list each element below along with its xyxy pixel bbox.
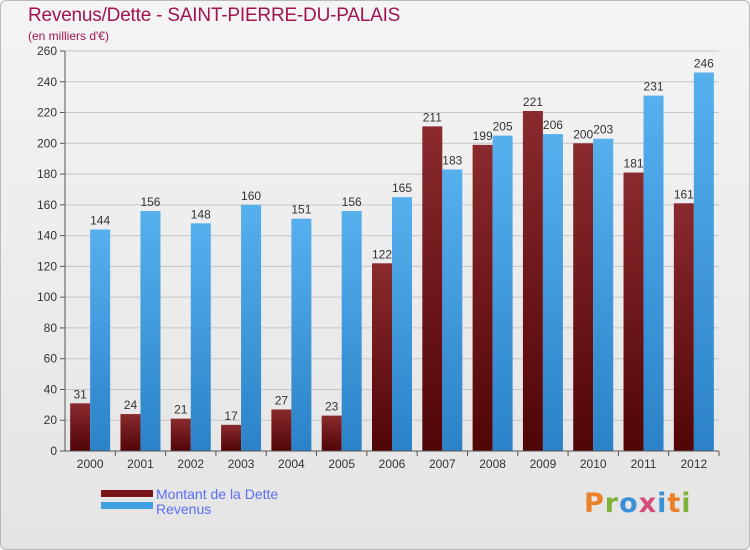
x-tick-label: 2012 [680,457,707,471]
data-label-dette: 31 [73,387,87,401]
logo-letter: i [657,488,668,519]
data-label-dette: 181 [624,157,644,171]
legend-label-dette: Montant de la Dette [156,486,279,502]
x-tick-label: 2010 [580,457,607,471]
legend-swatch-dette [101,490,153,497]
logo-letter: o [619,488,639,519]
data-label-revenus: 205 [493,120,513,134]
data-label-dette: 122 [372,247,392,261]
logo-letter: x [638,488,658,519]
data-label-revenus: 203 [593,123,613,137]
bar-dette [271,409,292,451]
x-tick-label: 2006 [379,457,406,471]
bar-revenus [693,72,714,452]
y-tick-label: 60 [44,352,58,366]
bar-dette [70,403,91,451]
bar-dette [623,172,644,452]
y-tick-label: 120 [37,259,57,273]
logo-letter: i [681,488,692,519]
data-label-revenus: 148 [191,207,211,221]
y-tick-label: 80 [44,321,58,335]
bar-revenus [190,223,211,451]
x-tick-label: 2001 [127,457,154,471]
bar-revenus [492,135,513,451]
x-tick-label: 2008 [479,457,506,471]
data-label-dette: 24 [124,398,138,412]
x-tick-label: 2004 [278,457,305,471]
data-label-revenus: 156 [342,195,362,209]
y-tick-label: 40 [44,382,58,396]
bar-dette [472,144,493,451]
x-tick-label: 2011 [631,457,657,471]
bar-dette [422,126,443,451]
x-tick-label: 2005 [328,457,355,471]
bar-revenus [643,95,664,451]
logo-letter: t [667,488,682,519]
bar-revenus [392,197,412,451]
bar-dette [522,111,543,451]
data-label-revenus: 206 [543,118,563,132]
y-tick-label: 0 [50,444,57,458]
bar-dette [120,414,141,451]
bar-dette [372,263,392,451]
x-tick-label: 2000 [77,457,104,471]
bars [70,72,714,452]
legend-label-revenus: Revenus [156,501,212,517]
y-tick-label: 200 [37,136,57,150]
x-tick-label: 2003 [228,457,255,471]
chart-title: Revenus/Dette - SAINT-PIERRE-DU-PALAIS [28,5,401,26]
data-label-revenus: 246 [694,57,714,71]
logo-letter: r [604,488,620,519]
legend-swatch-revenus [101,502,153,509]
y-tick-label: 140 [37,229,57,243]
y-tick-label: 260 [37,44,57,58]
data-label-revenus: 165 [392,181,412,195]
data-label-dette: 27 [275,393,289,407]
bar-revenus [90,229,111,451]
data-label-revenus: 160 [241,189,261,203]
y-tick-label: 180 [37,167,57,181]
data-label-revenus: 151 [291,203,311,217]
bar-dette [673,203,694,451]
data-label-revenus: 156 [140,195,160,209]
y-tick-label: 100 [37,290,57,304]
y-tick-label: 220 [37,106,57,120]
data-label-dette: 23 [325,400,339,414]
data-label-dette: 17 [224,409,238,423]
bar-dette [573,143,594,452]
x-tick-label: 2002 [177,457,204,471]
data-label-dette: 21 [174,403,188,417]
y-tick-label: 240 [37,75,57,89]
data-label-dette: 161 [674,187,694,201]
bar-revenus [291,218,312,451]
bar-revenus [341,211,362,451]
x-tick-label: 2009 [530,457,557,471]
x-tick-label: 2007 [429,457,456,471]
bar-revenus [140,211,161,451]
y-tick-label: 20 [44,413,58,427]
data-label-revenus: 231 [644,80,664,94]
data-label-dette: 211 [423,110,442,124]
bar-revenus [241,204,262,451]
bar-revenus [542,134,563,452]
bar-revenus [593,138,614,451]
data-label-dette: 200 [573,127,593,141]
axes: 0 20 40 60 80 100 120 140 160 180 200 220 240 260 2000… [37,44,720,471]
proxiti-logo: Proxiti [584,488,692,519]
y-tick-label: 160 [37,198,57,212]
data-label-dette: 199 [473,129,493,143]
data-label-revenus: 183 [442,153,462,167]
bar-revenus [442,169,463,451]
bar-dette [221,424,242,451]
data-labels: 31 144 24 156 21 148 17 160 27 151 23 156 122 165 211 1… [73,57,714,423]
logo-letter: P [584,488,605,519]
bar-dette [321,415,342,451]
bar-dette [170,418,191,451]
chart-subtitle: (en milliers d'€) [28,29,109,43]
data-label-dette: 221 [523,95,543,109]
data-label-revenus: 144 [90,213,110,227]
